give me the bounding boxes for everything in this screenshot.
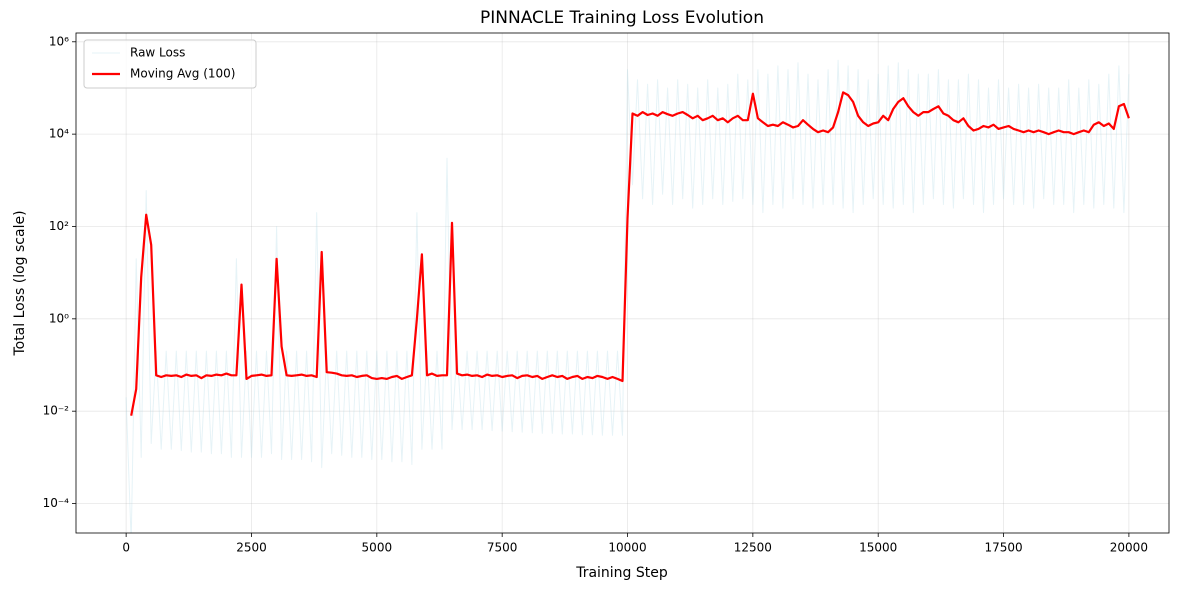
x-axis-label: Training Step bbox=[575, 565, 668, 581]
x-tick-label: 2500 bbox=[236, 541, 267, 555]
x-tick-label: 10000 bbox=[608, 541, 646, 555]
x-tick-label: 12500 bbox=[734, 541, 772, 555]
x-tick-label: 7500 bbox=[487, 541, 518, 555]
legend-label: Raw Loss bbox=[130, 46, 185, 60]
legend-box bbox=[83, 39, 257, 89]
legend: Raw Loss Moving Avg (100) bbox=[83, 39, 257, 89]
x-tick-label: 17500 bbox=[984, 541, 1022, 555]
x-tick-label: 0 bbox=[122, 541, 130, 555]
y-tick-label: 10⁻² bbox=[43, 404, 70, 418]
series-line bbox=[130, 91, 1130, 416]
x-tick-label: 5000 bbox=[362, 541, 393, 555]
series-line bbox=[125, 59, 1130, 533]
plot-frame bbox=[75, 32, 1170, 534]
y-tick-label: 10² bbox=[49, 219, 69, 233]
y-tick-label: 10⁴ bbox=[49, 127, 69, 141]
y-tick-label: 10⁻⁴ bbox=[43, 496, 70, 510]
x-tick-label: 20000 bbox=[1110, 541, 1148, 555]
y-axis-label: Total Loss (log scale) bbox=[12, 210, 28, 356]
x-tick-label: 15000 bbox=[859, 541, 897, 555]
legend-label: Moving Avg (100) bbox=[130, 67, 235, 81]
y-tick-label: 10⁶ bbox=[49, 34, 69, 48]
y-tick-label: 10⁰ bbox=[49, 311, 69, 325]
chart-title: PINNACLE Training Loss Evolution bbox=[480, 8, 764, 28]
